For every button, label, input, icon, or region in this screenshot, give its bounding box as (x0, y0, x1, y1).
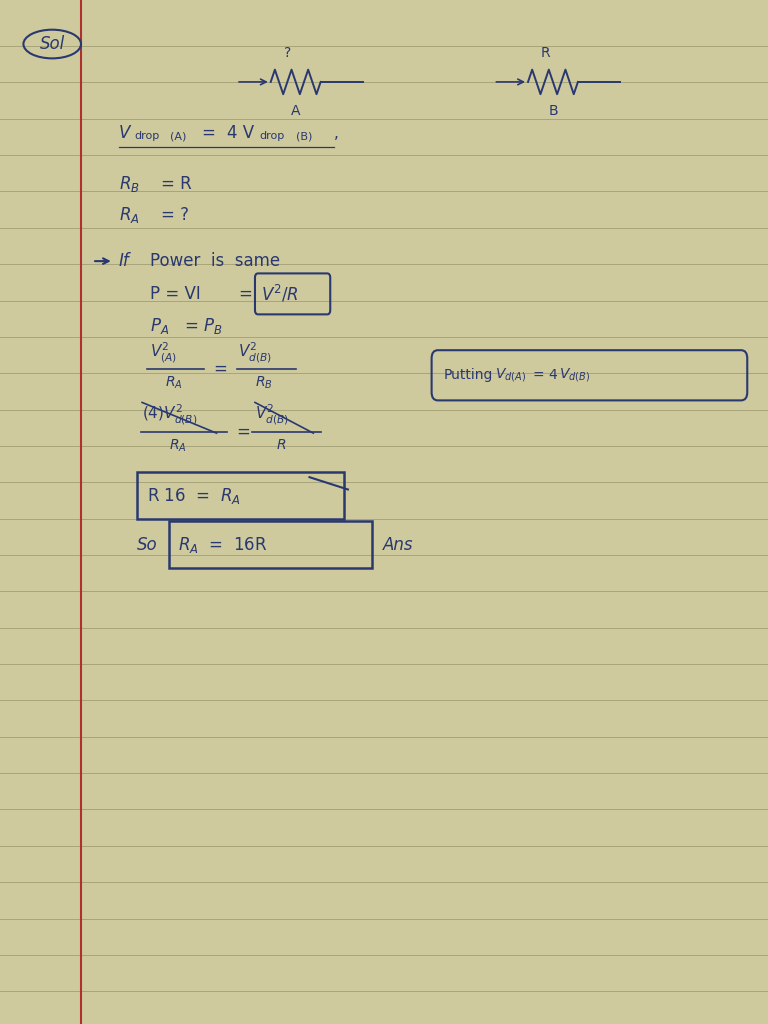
Text: If: If (119, 252, 130, 270)
Text: = 4: = 4 (533, 368, 558, 382)
Text: A: A (291, 103, 300, 118)
Text: $P_A$: $P_A$ (150, 315, 169, 336)
Text: V: V (119, 124, 131, 142)
Text: $R_A$: $R_A$ (165, 375, 183, 391)
Text: =: = (201, 124, 215, 142)
Text: R 16  =  $R_A$: R 16 = $R_A$ (147, 485, 241, 506)
Text: Ans: Ans (382, 536, 413, 554)
Text: $(4)V_{d(B)}^{2}$: $(4)V_{d(B)}^{2}$ (142, 402, 197, 427)
Text: $V_{d(B)}^{2}$: $V_{d(B)}^{2}$ (255, 402, 289, 427)
Text: = ?: = ? (161, 206, 189, 224)
Text: $V_{d(A)}$: $V_{d(A)}$ (495, 366, 526, 384)
Text: =: = (214, 359, 227, 378)
Text: So: So (137, 536, 157, 554)
Text: ,: , (334, 126, 339, 140)
Text: Putting: Putting (444, 368, 493, 382)
Text: Sol: Sol (40, 35, 65, 53)
Text: = $P_B$: = $P_B$ (184, 315, 223, 336)
Text: B: B (548, 103, 558, 118)
Text: ?: ? (284, 46, 292, 60)
Text: $V_{d(B)}^2$: $V_{d(B)}^2$ (238, 341, 272, 366)
Text: $V_{d(B)}$: $V_{d(B)}$ (559, 366, 590, 384)
Text: $V^2/R$: $V^2/R$ (261, 284, 299, 304)
Text: $R_B$: $R_B$ (255, 375, 273, 391)
Text: =: = (238, 285, 252, 303)
Text: = R: = R (161, 175, 192, 194)
Text: (B): (B) (296, 131, 312, 141)
Text: $R_B$: $R_B$ (119, 174, 140, 195)
Text: R: R (541, 46, 550, 60)
Text: $V_{(A)}^2$: $V_{(A)}^2$ (150, 341, 177, 366)
Text: $R_A$: $R_A$ (169, 437, 187, 454)
Text: $R_A$  =  16R: $R_A$ = 16R (178, 535, 267, 555)
Text: 4 V: 4 V (227, 124, 253, 142)
Text: Power  is  same: Power is same (150, 252, 280, 270)
Text: $R_A$: $R_A$ (119, 205, 140, 225)
Text: =: = (237, 423, 250, 441)
Text: (A): (A) (170, 131, 187, 141)
Text: R: R (276, 438, 286, 453)
Text: P = VI: P = VI (150, 285, 200, 303)
Text: drop: drop (134, 131, 160, 141)
Text: drop: drop (260, 131, 285, 141)
